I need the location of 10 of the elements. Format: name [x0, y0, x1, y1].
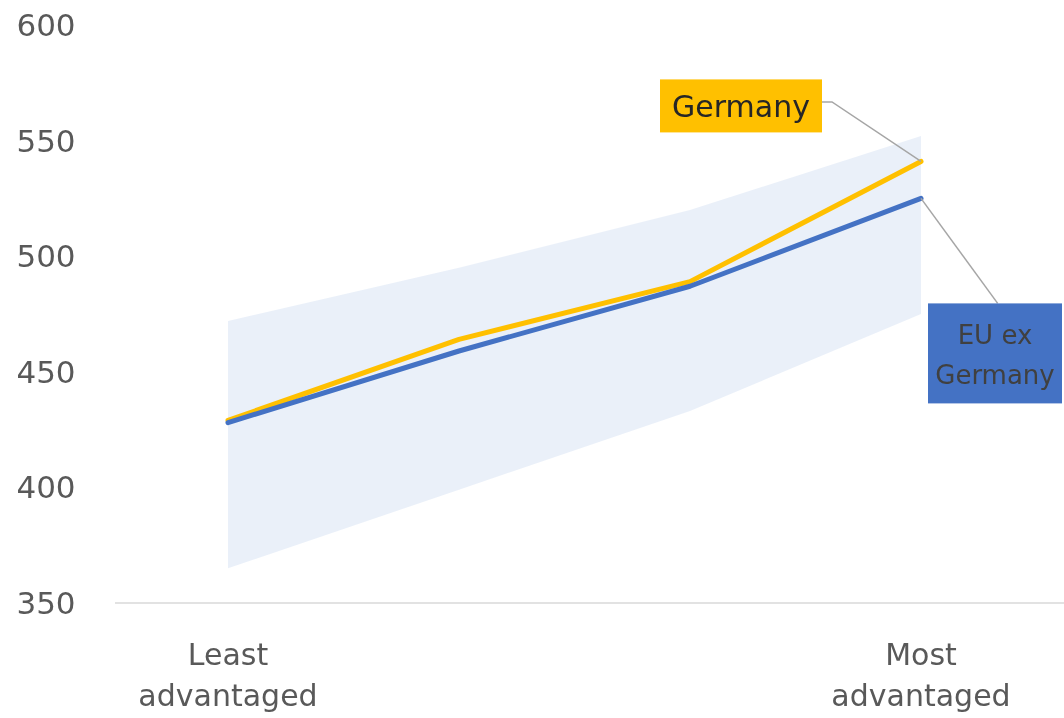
y-tick-label: 500: [16, 238, 76, 275]
text: Germany: [672, 88, 810, 124]
y-tick-label: 450: [16, 353, 76, 390]
y-tick-label: 550: [16, 122, 76, 159]
y-tick-label: 350: [16, 585, 76, 621]
y-tick-label: 400: [16, 469, 76, 506]
x-tick-label: Most advantaged: [831, 637, 1011, 713]
y-tick-label: 600: [16, 7, 76, 43]
x-tick-label: Least advantaged: [138, 637, 318, 713]
text: EU ex Germany: [935, 320, 1055, 391]
